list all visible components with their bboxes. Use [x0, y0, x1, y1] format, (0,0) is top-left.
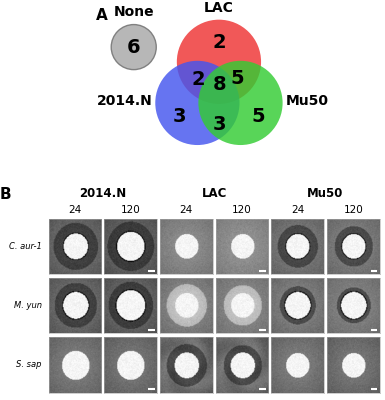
- Text: Mu50: Mu50: [286, 94, 328, 108]
- Text: 3: 3: [212, 115, 226, 134]
- Text: 2: 2: [212, 33, 226, 52]
- Text: M. yun: M. yun: [13, 301, 42, 310]
- Text: 24: 24: [69, 205, 82, 215]
- Text: LAC: LAC: [204, 1, 234, 15]
- Text: None: None: [114, 5, 154, 19]
- Text: LAC: LAC: [201, 187, 227, 200]
- Circle shape: [177, 20, 261, 104]
- Text: 6: 6: [127, 38, 141, 56]
- Text: 120: 120: [121, 205, 141, 215]
- Text: C. aur-1: C. aur-1: [9, 242, 42, 251]
- Text: 5: 5: [251, 107, 265, 126]
- Text: B: B: [0, 187, 12, 202]
- Text: A: A: [95, 8, 107, 23]
- Text: 2014.N: 2014.N: [79, 187, 127, 200]
- Text: 120: 120: [232, 205, 252, 215]
- Circle shape: [111, 24, 156, 70]
- Text: 3: 3: [173, 107, 186, 126]
- Text: 120: 120: [343, 205, 363, 215]
- Text: 24: 24: [180, 205, 193, 215]
- Circle shape: [198, 61, 283, 145]
- Text: 2014.N: 2014.N: [97, 94, 152, 108]
- Circle shape: [155, 61, 239, 145]
- Text: 5: 5: [231, 69, 244, 88]
- Text: 24: 24: [291, 205, 304, 215]
- Text: S. sap: S. sap: [16, 360, 42, 369]
- Text: 8: 8: [213, 75, 227, 94]
- Text: 2: 2: [192, 70, 205, 89]
- Text: Mu50: Mu50: [307, 187, 344, 200]
